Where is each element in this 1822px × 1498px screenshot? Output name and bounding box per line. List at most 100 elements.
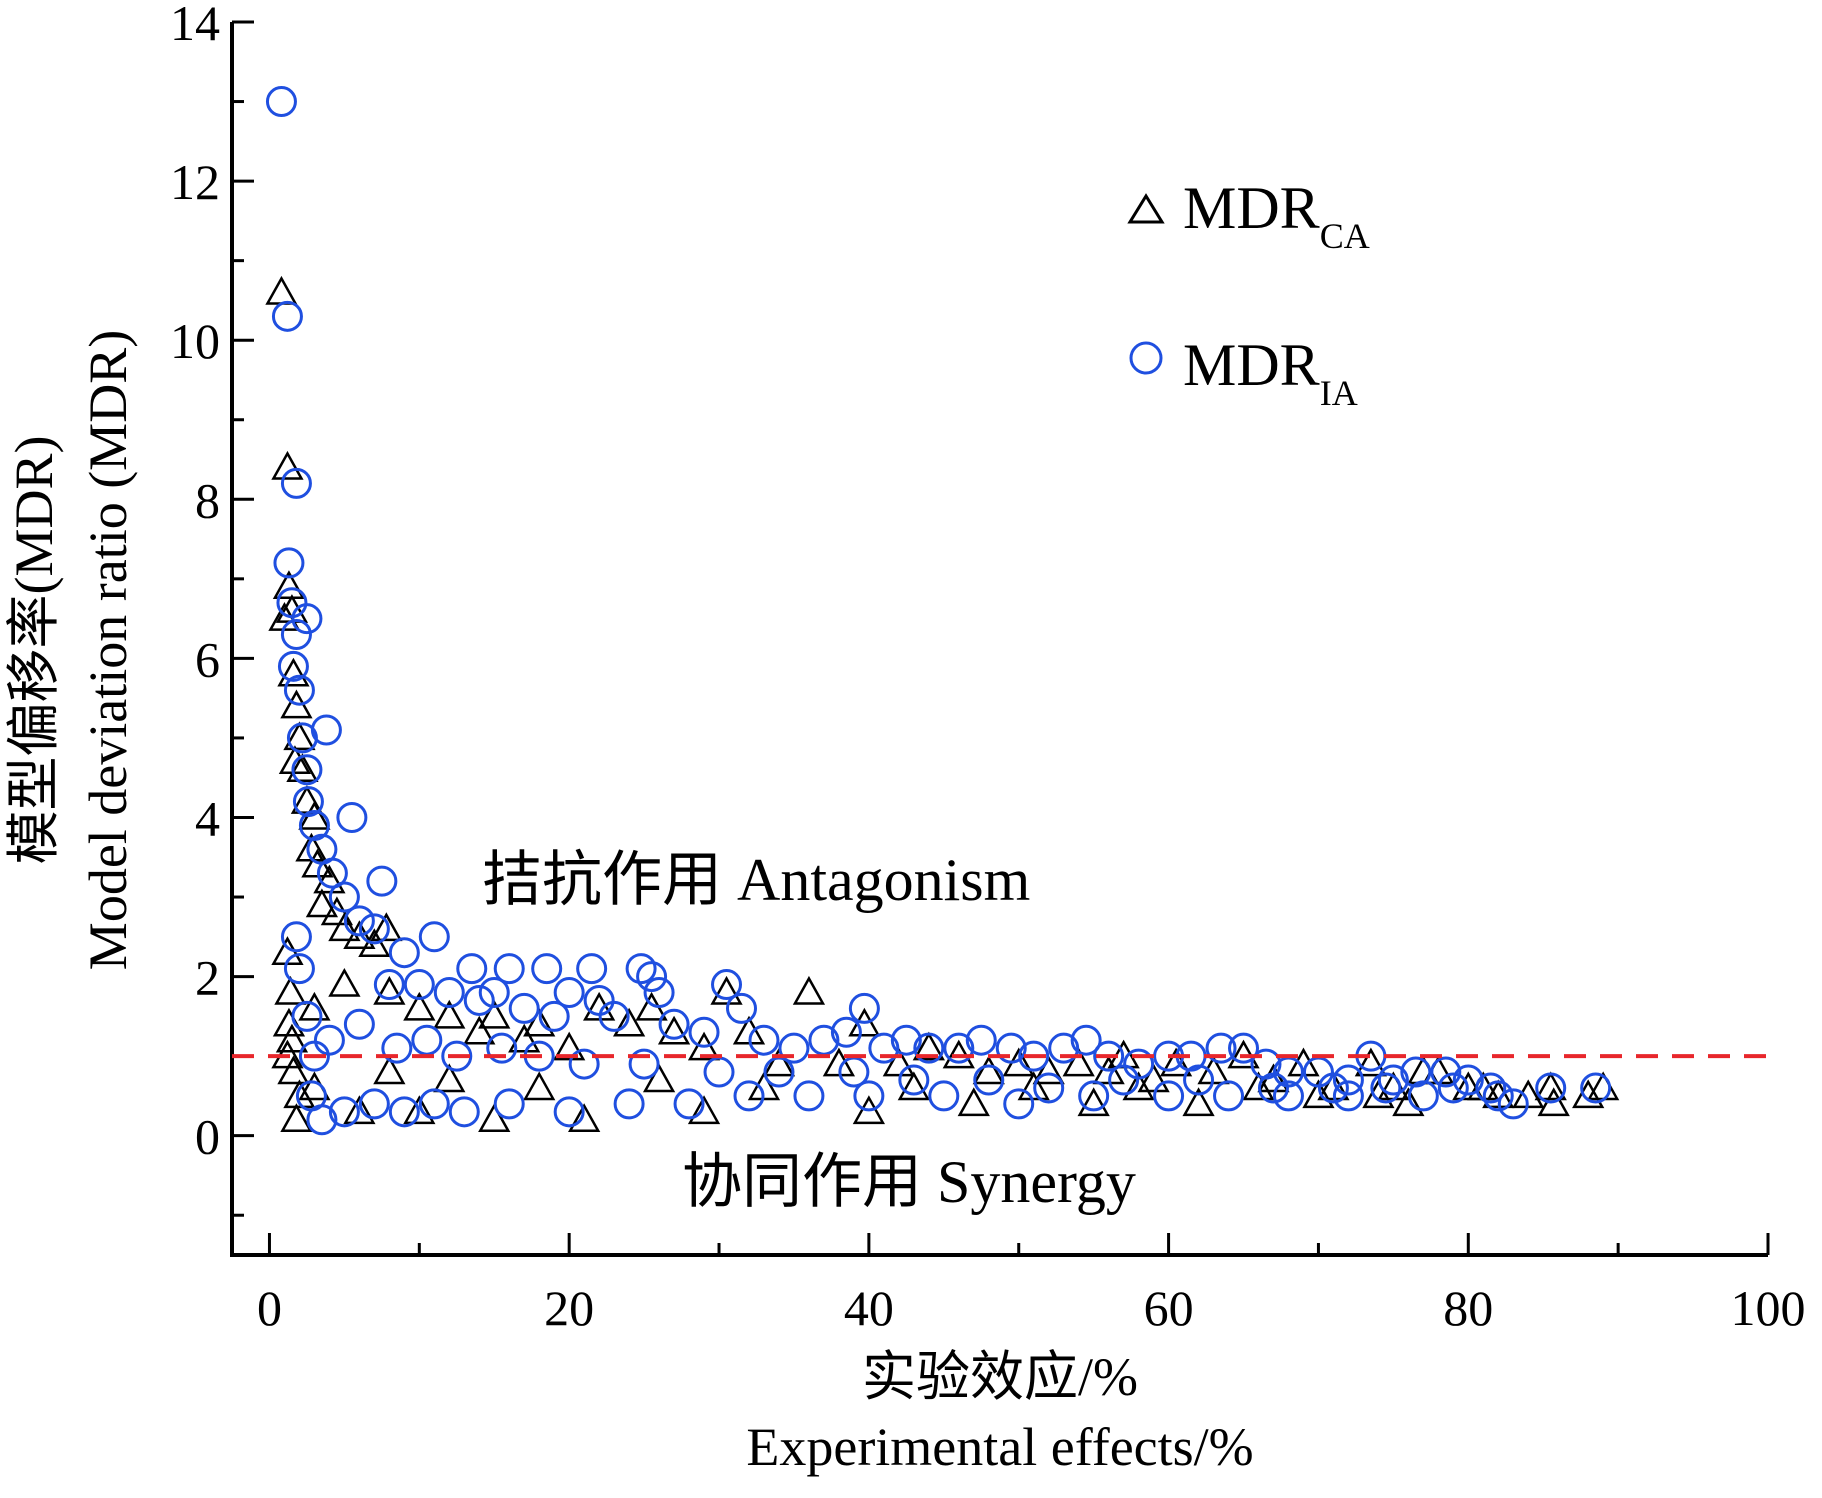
ia-point — [733, 1080, 765, 1112]
ia-point — [411, 1024, 443, 1056]
ca-point — [912, 1031, 945, 1061]
ia-point — [1070, 1024, 1102, 1056]
ia-point — [316, 857, 348, 889]
ca-point — [1077, 1087, 1110, 1117]
ia-point — [673, 1088, 705, 1120]
ca-point — [478, 1103, 511, 1133]
ia-point — [328, 881, 360, 913]
ca-point — [1137, 1063, 1170, 1093]
ca-point — [852, 1095, 886, 1125]
ca-point — [298, 991, 331, 1021]
ia-point — [478, 976, 510, 1008]
ia-point — [1475, 1072, 1507, 1104]
ca-point — [523, 1071, 556, 1101]
ca-point — [305, 888, 339, 918]
ia-point — [576, 953, 608, 985]
ia-point — [373, 969, 405, 1001]
x-axis-title-en: Experimental effects/% — [746, 1417, 1253, 1477]
ia-point — [441, 1040, 473, 1072]
ia-point — [1370, 1072, 1402, 1104]
ca-point — [710, 975, 743, 1005]
x-tick-label: 20 — [544, 1280, 594, 1336]
ia-point — [493, 953, 525, 985]
ca-point — [508, 1023, 541, 1053]
ca-point — [265, 275, 298, 305]
ca-point — [328, 912, 361, 942]
ia-point — [328, 1096, 360, 1128]
ia-point — [1183, 1064, 1215, 1096]
ia-point — [280, 467, 312, 499]
ca-point — [972, 1055, 1005, 1085]
ia-point — [1108, 1064, 1140, 1096]
ia-point — [726, 992, 758, 1024]
ia-point — [703, 1056, 735, 1088]
ca-point — [373, 1055, 406, 1085]
ia-point — [388, 937, 420, 969]
ia-point — [291, 754, 323, 786]
series-mdr-ia — [265, 86, 1612, 1136]
ia-point — [292, 786, 324, 818]
ca-point — [1392, 1087, 1425, 1117]
ca-point — [277, 1055, 310, 1085]
ia-point — [793, 1080, 825, 1112]
ca-point — [1242, 1071, 1275, 1101]
ca-point — [1062, 1047, 1095, 1077]
ia-point — [965, 1024, 997, 1056]
ia-point — [1437, 1072, 1469, 1104]
ca-point — [1362, 1079, 1395, 1109]
ca-point — [568, 1103, 601, 1133]
ca-point — [1159, 1047, 1193, 1077]
ca-point — [1572, 1079, 1605, 1109]
ia-point — [418, 921, 450, 953]
ia-point — [283, 953, 315, 985]
ca-point — [272, 570, 306, 600]
legend-label-ia-sub: IA — [1320, 373, 1358, 413]
y-tick-label: 14 — [170, 0, 220, 51]
ca-point — [286, 753, 319, 783]
legend-label-ca-sub: CA — [1320, 216, 1370, 256]
ca-point — [278, 745, 312, 775]
ca-point — [1017, 1071, 1050, 1101]
ca-point — [343, 1095, 376, 1125]
x-tick-label: 60 — [1144, 1280, 1194, 1336]
ia-point — [1332, 1064, 1364, 1096]
ca-point — [687, 1095, 721, 1125]
ca-point — [478, 999, 511, 1029]
ia-point — [271, 300, 303, 332]
ia-point — [1213, 1080, 1245, 1112]
ia-point — [643, 976, 675, 1008]
ia-point — [913, 1032, 945, 1064]
ca-point — [313, 864, 346, 894]
x-tick-label: 40 — [844, 1280, 894, 1336]
ia-point — [343, 1008, 375, 1040]
ia-point — [358, 913, 390, 945]
ia-point — [868, 1032, 900, 1064]
ca-point — [1302, 1079, 1335, 1109]
ca-point — [642, 1063, 676, 1093]
ia-point — [628, 1048, 660, 1080]
ia-point — [568, 1048, 600, 1080]
ia-point — [280, 619, 312, 651]
legend-label-ia: MDRIA — [1183, 332, 1358, 413]
x-tick-label: 0 — [257, 1280, 282, 1336]
ia-point — [1078, 1080, 1110, 1112]
ia-point — [830, 1016, 862, 1048]
ia-point — [583, 984, 615, 1016]
ia-point — [358, 1088, 390, 1120]
ia-point — [1317, 1072, 1349, 1104]
ia-point — [280, 921, 312, 953]
ia-point — [1377, 1064, 1409, 1096]
ia-point — [291, 1000, 323, 1032]
ca-point — [463, 1015, 496, 1045]
ia-point — [1250, 1048, 1282, 1080]
ia-point — [898, 1064, 930, 1096]
ia-point — [418, 1088, 450, 1120]
legend-label-ca: MDRCA — [1183, 175, 1370, 256]
ia-point — [273, 547, 305, 579]
ca-point — [277, 657, 310, 687]
ia-point — [493, 1088, 525, 1120]
ia-point — [838, 1056, 870, 1088]
ia-point — [688, 1016, 720, 1048]
ia-point — [276, 587, 308, 619]
ia-point — [890, 1024, 922, 1056]
